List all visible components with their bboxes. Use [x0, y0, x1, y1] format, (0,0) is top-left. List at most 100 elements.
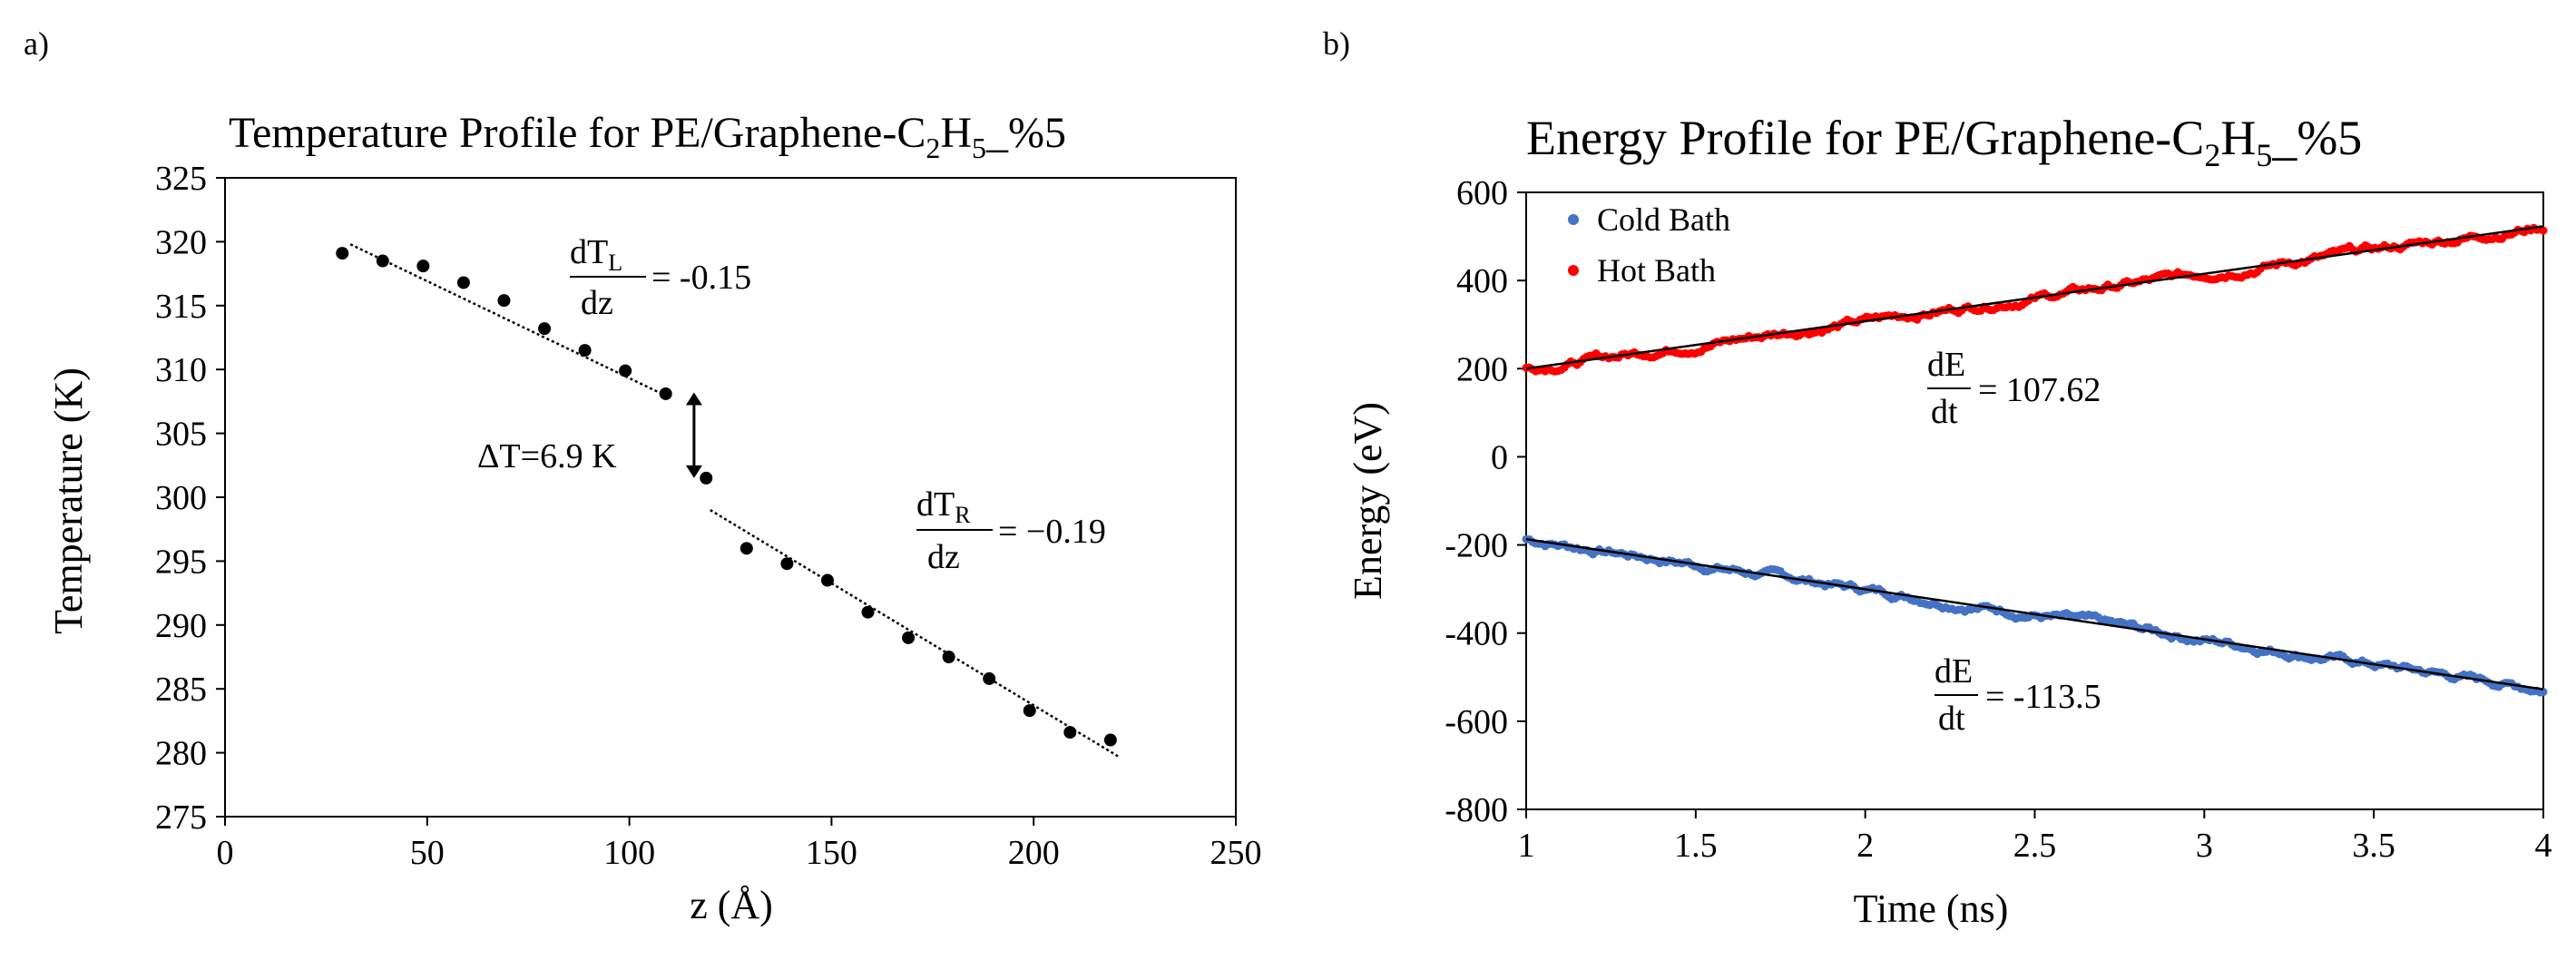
temperature-point	[942, 651, 955, 663]
temperature-point	[780, 557, 794, 571]
panel-a-x-tick-label: 100	[603, 834, 655, 872]
annot-hot-numerator: dE	[1927, 346, 1965, 384]
energy-point	[2539, 226, 2548, 235]
panel-b-x-tick-label: 2	[1856, 827, 1874, 865]
panel-b-y-tick-label: -400	[1445, 615, 1508, 653]
panel-a-label: a)	[24, 25, 49, 62]
panel-b-series	[1522, 223, 2548, 697]
panel-b-y-tick-label: -800	[1445, 791, 1508, 829]
panel-a-delta-label: ΔT=6.9 K	[477, 437, 617, 475]
annot-left-numerator: dTL	[570, 233, 622, 276]
temperature-point	[1103, 733, 1117, 747]
panel-b-x-tick-label: 4	[2535, 827, 2552, 865]
panel-b-hot-slope-annotation: dE dt = 107.62	[1927, 346, 2101, 431]
annot-right-value: = −0.19	[998, 513, 1106, 551]
panel-b-x-tick-label: 3.5	[2352, 827, 2395, 865]
panel-a-y-tick-label: 305	[155, 416, 207, 454]
panel-b-y-tick-label: -600	[1445, 703, 1508, 741]
panel-b-cold-slope-annotation: dE dt = -113.5	[1934, 652, 2101, 738]
annot-left-denominator: dz	[581, 284, 613, 322]
panel-a-y-tick-label: 310	[155, 351, 207, 389]
panel-b-y-tick-label: -200	[1445, 527, 1508, 565]
panel-b-y-tick-label: 600	[1456, 174, 1508, 212]
panel-a-temperature-profile: a) Temperature Profile for PE/Graphene-C…	[24, 25, 1262, 927]
temperature-point	[456, 276, 470, 289]
panel-a-delta-arrow	[685, 392, 702, 478]
panel-a-x-tick-label: 0	[217, 834, 234, 872]
panel-a-right-gradient-annotation: dTR dz = −0.19	[916, 485, 1106, 576]
delta-arrow-head-top	[685, 392, 702, 406]
panel-a-y-tick-label: 320	[155, 223, 207, 261]
panel-a-y-axis-label: Temperature (K)	[46, 367, 91, 634]
series-cold-bath	[1522, 534, 2548, 697]
panel-a-y-tick-label: 300	[155, 479, 207, 517]
fit-line-cold	[1525, 538, 2544, 691]
temperature-point	[659, 387, 672, 400]
panel-a-y-ticks: 275 280 285 290 295 300 305 310 315 320 325	[155, 160, 225, 837]
panel-a-y-tick-label: 290	[155, 607, 207, 645]
panel-b-label: b)	[1323, 25, 1350, 62]
temperature-point	[336, 247, 349, 260]
panel-a-fit-lines	[349, 243, 1120, 758]
annot-cold-denominator: dt	[1938, 700, 1965, 738]
temperature-point	[619, 364, 632, 377]
legend-cold-bath-label: Cold Bath	[1597, 201, 1730, 238]
panel-b-x-axis-label: Time (ns)	[1854, 887, 2009, 931]
temperature-point	[902, 631, 916, 644]
annot-right-numerator: dTR	[916, 485, 971, 528]
annot-cold-numerator: dE	[1934, 652, 1973, 691]
temperature-point	[820, 573, 834, 587]
panel-b-y-tick-label: 200	[1456, 350, 1508, 388]
panel-b-x-tick-label: 1.5	[1674, 827, 1718, 865]
legend-hot-bath-label: Hot Bath	[1597, 252, 1716, 289]
panel-b-energy-profile: b) Energy Profile for PE/Graphene-C2H5_%…	[1323, 25, 2552, 931]
panel-a-left-gradient-annotation: dTL dz = -0.15	[570, 233, 751, 322]
fit-line-left	[349, 243, 671, 399]
temperature-point	[376, 254, 389, 268]
panel-b-x-ticks: 1 1.5 2 2.5 3 3.5 4	[1518, 809, 2552, 865]
fit-line-hot	[1525, 225, 2544, 370]
annot-hot-value: = 107.62	[1978, 371, 2101, 409]
annot-left-value: = -0.15	[651, 259, 751, 297]
panel-a-y-tick-label: 285	[155, 671, 207, 709]
panel-a-y-tick-label: 315	[155, 288, 207, 326]
fit-line-right	[710, 509, 1120, 758]
panel-a-x-tick-label: 250	[1210, 834, 1262, 872]
panel-a-data-points	[336, 247, 1117, 747]
temperature-point	[739, 542, 753, 555]
panel-a-x-tick-label: 150	[806, 834, 857, 872]
temperature-point	[1023, 704, 1036, 718]
panel-b-fit-lines	[1525, 225, 2544, 691]
temperature-point	[700, 471, 713, 485]
temperature-point	[983, 671, 996, 685]
annot-right-denominator: dz	[927, 538, 960, 576]
temperature-point	[538, 322, 552, 336]
delta-arrow-head-bottom	[685, 465, 702, 478]
temperature-point	[578, 344, 592, 358]
panel-a-x-tick-label: 50	[410, 834, 445, 872]
panel-b-y-tick-label: 0	[1491, 438, 1508, 476]
panel-b-x-tick-label: 1	[1518, 827, 1535, 865]
panel-b-y-axis-label: Energy (eV)	[1346, 402, 1390, 600]
legend-hot-bath-marker	[1568, 265, 1579, 276]
panel-a-x-tick-label: 200	[1008, 834, 1060, 872]
panel-a-y-tick-label: 280	[155, 735, 207, 773]
temperature-point	[416, 260, 430, 273]
panel-b-legend: Cold Bath Hot Bath	[1568, 201, 1730, 289]
panel-a-y-tick-label: 325	[155, 160, 207, 198]
panel-a-x-ticks: 0 50 100 150 200 250	[217, 817, 1262, 872]
panel-a-y-tick-label: 295	[155, 543, 207, 581]
panel-b-x-tick-label: 3	[2196, 827, 2213, 865]
temperature-point	[861, 605, 875, 619]
panel-b-y-ticks: -800 -600 -400 -200 0 200 400 600	[1445, 174, 1526, 829]
panel-a-y-tick-label: 275	[155, 798, 207, 837]
annot-cold-value: = -113.5	[1985, 678, 2101, 716]
legend-cold-bath-marker	[1568, 214, 1579, 225]
annot-hot-denominator: dt	[1931, 393, 1958, 431]
panel-a-title: Temperature Profile for PE/Graphene-C2H5…	[229, 109, 1066, 164]
temperature-point	[497, 294, 511, 308]
panel-b-y-tick-label: 400	[1456, 262, 1508, 300]
temperature-point	[1063, 726, 1077, 740]
panel-b-title: Energy Profile for PE/Graphene-C2H5_%5	[1526, 111, 2362, 173]
